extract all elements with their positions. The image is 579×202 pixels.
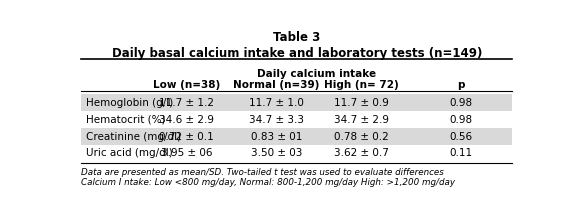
Text: Table 3: Table 3 <box>273 31 320 43</box>
Text: 34.7 ± 2.9: 34.7 ± 2.9 <box>334 114 389 124</box>
Text: p: p <box>457 79 464 89</box>
Text: Calcium I ntake: Low <800 mg/day, Normal: 800-1,200 mg/day High: >1,200 mg/day: Calcium I ntake: Low <800 mg/day, Normal… <box>81 177 455 186</box>
Text: Hemoglobin (g/l): Hemoglobin (g/l) <box>86 97 173 107</box>
Text: Normal (n=39): Normal (n=39) <box>233 79 320 89</box>
Text: 3.62 ± 0.7: 3.62 ± 0.7 <box>334 148 389 158</box>
Text: 11.7 ± 1.2: 11.7 ± 1.2 <box>159 97 214 107</box>
Text: 0.78 ± 0.2: 0.78 ± 0.2 <box>335 131 389 141</box>
Text: 0.56: 0.56 <box>449 131 472 141</box>
Text: Hematocrit (%): Hematocrit (%) <box>86 114 166 124</box>
Text: 34.6 ± 2.9: 34.6 ± 2.9 <box>159 114 214 124</box>
Text: 0.11: 0.11 <box>449 148 472 158</box>
Text: Low (n=38): Low (n=38) <box>153 79 221 89</box>
Text: Data are presented as mean/SD. Two-tailed t test was used to evaluate difference: Data are presented as mean/SD. Two-taile… <box>81 167 444 176</box>
Text: High (n= 72): High (n= 72) <box>324 79 399 89</box>
Text: 3.95 ± 06: 3.95 ± 06 <box>161 148 212 158</box>
Bar <box>81 95 512 112</box>
Text: 0.98: 0.98 <box>449 97 472 107</box>
Text: Daily calcium intake: Daily calcium intake <box>258 68 376 79</box>
Text: 0.83 ± 01: 0.83 ± 01 <box>251 131 302 141</box>
Text: Daily basal calcium intake and laboratory tests (n=149): Daily basal calcium intake and laborator… <box>112 47 482 60</box>
Text: 3.50 ± 03: 3.50 ± 03 <box>251 148 302 158</box>
Text: Uric acid (mg/dl): Uric acid (mg/dl) <box>86 148 173 158</box>
Text: 0.98: 0.98 <box>449 114 472 124</box>
Bar <box>81 129 512 145</box>
Text: 11.7 ± 0.9: 11.7 ± 0.9 <box>334 97 389 107</box>
Text: 11.7 ± 1.0: 11.7 ± 1.0 <box>249 97 304 107</box>
Text: Creatinine (mg/dl): Creatinine (mg/dl) <box>86 131 181 141</box>
Text: 0.72 ± 0.1: 0.72 ± 0.1 <box>159 131 214 141</box>
Text: 34.7 ± 3.3: 34.7 ± 3.3 <box>249 114 304 124</box>
